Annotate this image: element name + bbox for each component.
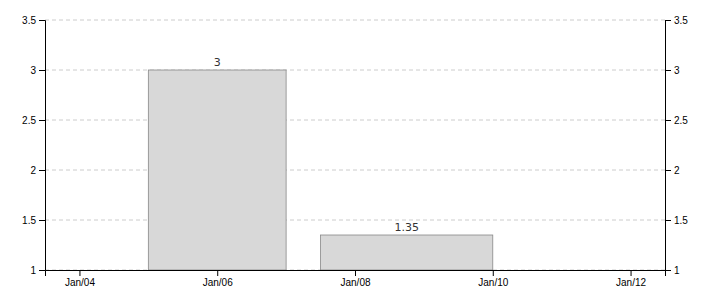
- y-tick-label: 2.5: [22, 115, 36, 126]
- y2-axis: 1 1.5 2 2.5 3 3.5: [665, 15, 688, 276]
- y2-tick-label: 2.5: [674, 115, 688, 126]
- x-tick-mark: [217, 270, 218, 276]
- chart: Jan/04Jan/06Jan/08Jan/10Jan/1211.522.533…: [0, 0, 710, 300]
- y2-tick-label: 1: [674, 265, 680, 276]
- y2-tick: 1: [665, 265, 680, 276]
- y-tick-mark: [39, 120, 45, 121]
- y-tick-mark: [39, 220, 45, 221]
- y2-tick-mark: [665, 20, 671, 21]
- y-tick: 1.5: [22, 215, 45, 226]
- x-tick-label: Jan/08: [340, 277, 370, 288]
- x-tick-mark: [355, 270, 356, 276]
- x-tick-mark: [631, 270, 632, 276]
- x-tick: Jan/08: [340, 270, 370, 288]
- y2-tick-mark: [665, 270, 671, 271]
- y2-tick-label: 2: [674, 165, 680, 176]
- y2-tick: 3.5: [665, 15, 688, 26]
- x-tick: Jan/06: [203, 270, 233, 288]
- y-tick-label: 1: [30, 265, 36, 276]
- y-tick-mark: [39, 270, 45, 271]
- y-tick: 2: [30, 165, 45, 176]
- y-axis-line: [39, 21, 46, 271]
- plot: Jan/04Jan/06Jan/08Jan/10Jan/1211.522.533…: [22, 15, 688, 288]
- y2-tick-mark: [665, 170, 671, 171]
- x-tick: Jan/10: [478, 270, 508, 288]
- grid-line: [45, 220, 665, 221]
- y2-tick: 3: [665, 65, 680, 76]
- data-label: 3: [214, 56, 221, 69]
- grid-line: [45, 20, 665, 21]
- y-tick: 3.5: [22, 15, 45, 26]
- y-tick-mark: [39, 170, 45, 171]
- data-label: 1.35: [394, 221, 419, 234]
- y-axis: 1 1.5 2 2.5 3 3.5: [22, 15, 45, 276]
- x-tick-label: Jan/10: [478, 277, 508, 288]
- x-axis-line: [46, 271, 666, 277]
- grid-line: [45, 120, 665, 121]
- y2-tick-label: 3.5: [674, 15, 688, 26]
- x-tick-mark: [79, 270, 80, 276]
- y-tick-label: 3.5: [22, 15, 36, 26]
- y2-tick-label: 1.5: [674, 215, 688, 226]
- grid-line: [45, 70, 665, 71]
- x-tick-label: Jan/06: [203, 277, 233, 288]
- bars: [148, 70, 492, 270]
- y2-tick-mark: [665, 220, 671, 221]
- data-labels: 31.35: [214, 56, 419, 234]
- y-tick: 1: [30, 265, 45, 276]
- y2-tick-mark: [665, 70, 671, 71]
- y2-tick: 1.5: [665, 215, 688, 226]
- grid-line: [45, 170, 665, 171]
- x-tick-mark: [493, 270, 494, 276]
- y2-tick: 2.5: [665, 115, 688, 126]
- y2-tick-mark: [665, 120, 671, 121]
- y-tick-label: 3: [30, 65, 36, 76]
- y-tick-mark: [39, 20, 45, 21]
- y-tick-label: 2: [30, 165, 36, 176]
- x-axis: Jan/04 Jan/06 Jan/08 Jan/10 Jan/12: [46, 270, 666, 288]
- y-tick: 2.5: [22, 115, 45, 126]
- y2-tick-label: 3: [674, 65, 680, 76]
- x-tick: Jan/12: [616, 270, 646, 288]
- bar: [148, 70, 286, 270]
- x-tick: Jan/04: [65, 270, 95, 288]
- y-tick: 3: [30, 65, 45, 76]
- x-tick-label: Jan/12: [616, 277, 646, 288]
- x-tick-label: Jan/04: [65, 277, 95, 288]
- y2-axis-line: [666, 21, 672, 271]
- y2-tick: 2: [665, 165, 680, 176]
- y-tick-label: 1.5: [22, 215, 36, 226]
- y-tick-mark: [39, 70, 45, 71]
- grid: [45, 20, 665, 270]
- bar: [321, 235, 493, 270]
